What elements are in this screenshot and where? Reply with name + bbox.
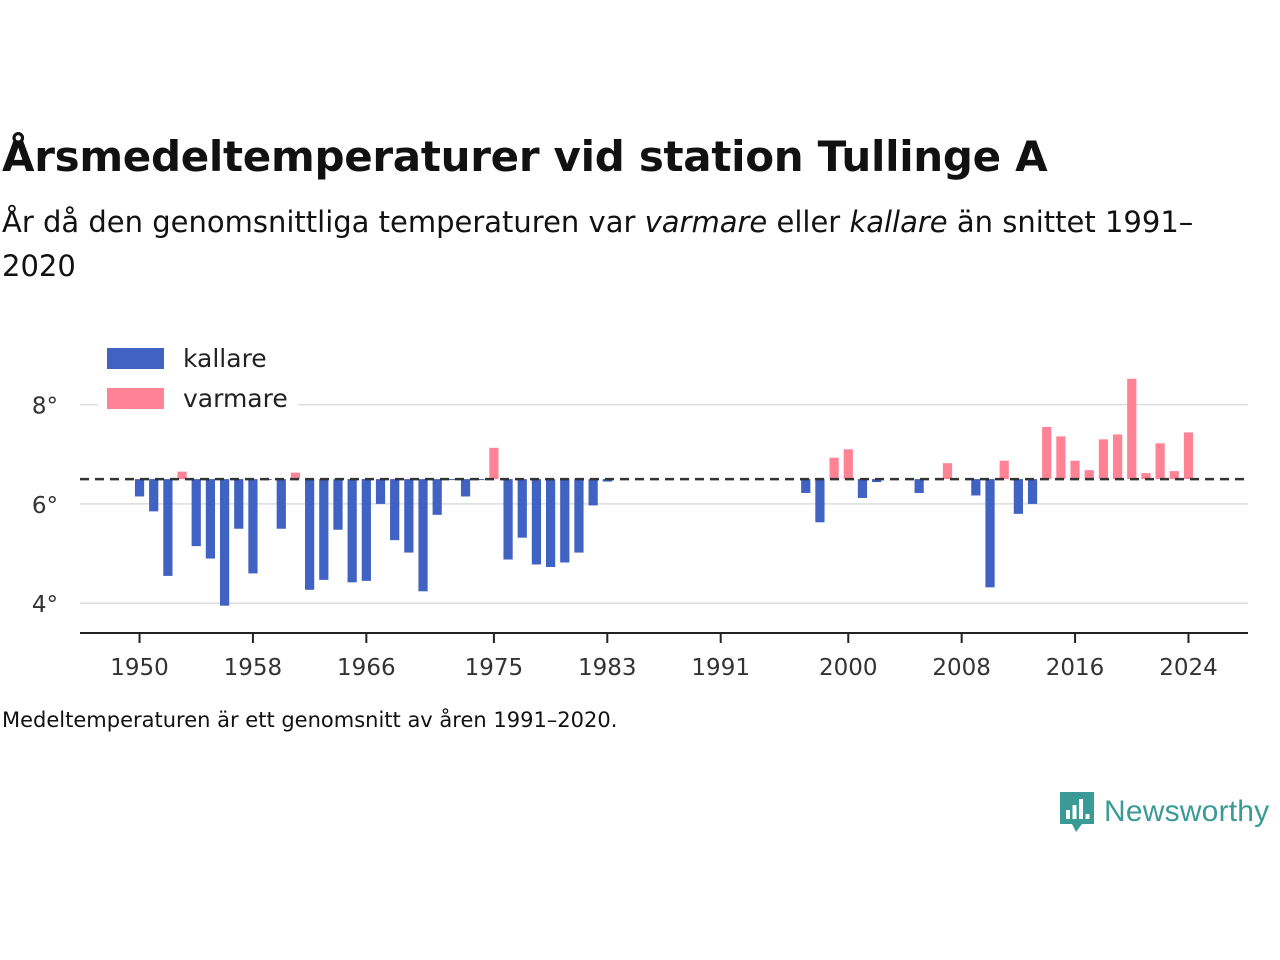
bar-1967-kallare xyxy=(375,479,386,504)
bar-1975-varmare xyxy=(489,447,499,480)
bar-1980-kallare xyxy=(560,479,570,563)
x-tick-label: 2000 xyxy=(819,655,878,681)
bar-2000-varmare xyxy=(843,449,853,480)
bar-2012-kallare xyxy=(1013,479,1023,514)
bar-1952-kallare xyxy=(163,479,173,576)
bar-1961-varmare xyxy=(290,472,301,480)
bar-1950-kallare xyxy=(134,479,145,497)
legend-swatch-varmare xyxy=(107,388,164,409)
bar-1982-kallare xyxy=(588,479,598,506)
legend: kallare varmare xyxy=(98,336,298,418)
subtitle-text-1: År då den genomsnittliga temperaturen va… xyxy=(2,205,645,239)
x-tick-label: 2024 xyxy=(1159,655,1218,681)
bar-1962-kallare xyxy=(305,479,315,590)
x-tick-label: 1966 xyxy=(337,655,396,681)
bar-2019-varmare xyxy=(1112,434,1123,480)
x-tick-label: 2016 xyxy=(1046,655,1105,681)
temperature-bar-chart: 1950 1958 1966 1975 1983 1991 2000 2008 2016 2024… xyxy=(32,336,1248,681)
bar-2023-varmare xyxy=(1169,471,1179,480)
bar-1966-kallare xyxy=(361,479,371,581)
bar-1997-kallare xyxy=(801,479,811,493)
bar-2020-varmare xyxy=(1127,378,1137,480)
bar-2015-varmare xyxy=(1056,436,1066,480)
bar-2009-kallare xyxy=(971,479,981,496)
x-tick-label: 1983 xyxy=(578,655,637,681)
chart-caption: Medeltemperaturen är ett genomsnitt av å… xyxy=(2,708,618,732)
subtitle-text-2: eller xyxy=(767,205,850,239)
bar-2024-varmare xyxy=(1183,432,1194,480)
bar-1964-kallare xyxy=(333,479,343,530)
x-tick-label: 1958 xyxy=(224,655,283,681)
bar-1971-kallare xyxy=(432,479,442,515)
y-tick-label: 6° xyxy=(32,493,58,519)
bar-1973-kallare xyxy=(460,479,471,497)
y-tick-label: 8° xyxy=(32,394,58,420)
legend-swatch-kallare xyxy=(107,348,164,369)
bar-1976-kallare xyxy=(503,479,513,560)
bar-1969-kallare xyxy=(404,479,414,553)
bar-1958-kallare xyxy=(248,479,258,574)
bar-1998-kallare xyxy=(815,479,825,523)
bar-1972-kallare xyxy=(446,479,456,481)
bar-2005-kallare xyxy=(914,479,924,493)
bar-2010-kallare xyxy=(985,479,995,588)
bar-1965-kallare xyxy=(347,479,357,583)
bar-2011-varmare xyxy=(999,460,1009,480)
legend-label-kallare: kallare xyxy=(183,344,267,373)
bar-2021-varmare xyxy=(1141,473,1151,480)
bar-1977-kallare xyxy=(517,479,527,538)
bar-1954-kallare xyxy=(191,479,201,547)
bar-series xyxy=(134,378,1194,606)
bar-2022-varmare xyxy=(1155,443,1165,480)
bar-2014-varmare xyxy=(1042,426,1052,480)
bar-1974-kallare xyxy=(475,479,485,481)
bar-1955-kallare xyxy=(205,479,216,559)
bar-chart-speech-bubble-icon xyxy=(1060,792,1094,832)
y-tick-label: 4° xyxy=(32,592,58,618)
bar-2001-kallare xyxy=(857,479,868,498)
bar-1951-kallare xyxy=(149,479,159,512)
chart-subtitle: År då den genomsnittliga temperaturen va… xyxy=(2,200,1242,288)
chart-title: Årsmedeltemperaturer vid station Tulling… xyxy=(2,132,1048,181)
bar-2018-varmare xyxy=(1098,439,1109,480)
x-axis: 1950 1958 1966 1975 1983 1991 2000 2008 2016 2024 xyxy=(80,632,1248,681)
subtitle-emphasis-colder: kallare xyxy=(849,205,948,239)
bar-1970-kallare xyxy=(418,479,428,592)
subtitle-text-3: än snittet 1991–2020 xyxy=(2,205,1194,283)
bar-2016-varmare xyxy=(1070,460,1080,480)
bar-1956-kallare xyxy=(219,479,230,606)
x-tick-label: 1950 xyxy=(110,655,169,681)
bar-1963-kallare xyxy=(319,479,329,580)
brand-name: Newsworthy xyxy=(1104,795,1270,828)
bar-2002-kallare xyxy=(872,479,882,483)
bar-1960-kallare xyxy=(276,479,286,529)
bar-1978-kallare xyxy=(531,479,542,565)
bar-1953-varmare xyxy=(177,471,187,480)
x-tick-label: 1975 xyxy=(465,655,524,681)
x-tick-label: 2008 xyxy=(932,655,991,681)
x-tick-label: 1991 xyxy=(691,655,750,681)
bar-2007-varmare xyxy=(942,463,953,480)
bar-1981-kallare xyxy=(574,479,584,553)
bar-1999-varmare xyxy=(829,457,839,480)
y-axis: 4° 6° 8° xyxy=(32,394,58,619)
bar-1968-kallare xyxy=(390,479,400,541)
legend-label-varmare: varmare xyxy=(183,384,288,413)
subtitle-emphasis-warmer: varmare xyxy=(644,205,768,239)
bar-2013-kallare xyxy=(1027,479,1038,504)
bar-2017-varmare xyxy=(1084,470,1094,480)
bar-1957-kallare xyxy=(234,479,244,529)
bar-1979-kallare xyxy=(545,479,556,567)
newsworthy-logo: Newsworthy xyxy=(1058,790,1269,834)
